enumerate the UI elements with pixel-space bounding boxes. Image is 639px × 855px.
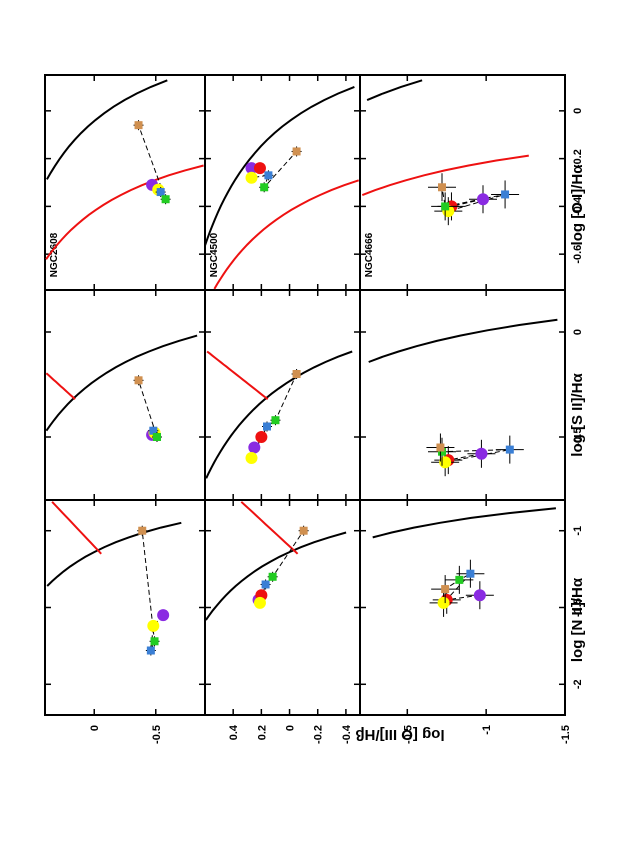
kauffmann-curve — [361, 154, 529, 197]
seyfert-liner-line — [51, 501, 102, 555]
data-point-yellow — [147, 619, 160, 632]
kewley-curve — [204, 85, 355, 246]
panel-frame — [204, 499, 361, 716]
data-point-blue — [501, 190, 510, 199]
data-point-green — [150, 637, 159, 646]
data-point-green — [455, 575, 464, 584]
seyfert-liner-line — [240, 501, 299, 555]
data-point-yellow — [439, 456, 452, 469]
data-point-orange — [134, 376, 143, 385]
y-tick-label: -1.5 — [560, 725, 572, 744]
galaxy-label: NGC4500 — [209, 232, 220, 277]
data-point-blue — [146, 646, 155, 655]
x-tick-label: 0 — [572, 329, 584, 335]
galaxy-label: NGC2608 — [49, 232, 60, 277]
y-tick-label: -0.5 — [402, 725, 414, 744]
data-point-green — [161, 195, 170, 204]
data-point-orange — [292, 147, 301, 156]
x-tick-label: -1 — [572, 526, 584, 536]
kewley-curve — [372, 507, 557, 539]
y-tick-label: -0.2 — [313, 725, 325, 744]
data-point-green — [441, 202, 450, 211]
seyfert-liner-line — [206, 350, 269, 400]
data-point-yellow — [253, 596, 266, 609]
data-point-purple — [157, 609, 170, 622]
data-point-green — [438, 447, 446, 456]
y-tick-label: -0.5 — [151, 725, 163, 744]
track-line — [141, 530, 164, 651]
x-axis-title-oi: log [O I]/Hα — [569, 164, 586, 246]
x-tick-label: -0.4 — [572, 196, 584, 216]
data-point-purple — [477, 193, 489, 206]
data-point-purple — [475, 447, 488, 460]
data-point-yellow — [245, 171, 258, 184]
kewley-curve — [366, 79, 423, 102]
y-tick-label: -1 — [481, 725, 493, 735]
data-point-red — [255, 431, 268, 443]
data-point-yellow — [245, 452, 258, 464]
x-tick-label: -1.5 — [572, 598, 584, 617]
galaxy-label: NGC4666 — [364, 232, 375, 277]
data-point-blue — [149, 426, 158, 435]
y-tick-label: 0 — [89, 725, 101, 731]
x-axis-title-sii: log [S II]/Hα — [569, 373, 586, 457]
panel-frame — [44, 74, 206, 291]
y-axis-title: log [O III]/Hβ — [355, 726, 444, 743]
y-tick-label: 0 — [285, 725, 297, 731]
x-tick-label: -2 — [572, 679, 584, 689]
data-point-red — [253, 162, 266, 175]
kewley-curve — [46, 79, 168, 180]
seyfert-liner-line — [45, 372, 76, 400]
data-point-purple — [248, 441, 261, 454]
data-point-orange — [134, 121, 143, 130]
data-point-blue — [505, 445, 514, 454]
data-point-orange — [438, 183, 446, 192]
data-point-green — [268, 572, 277, 581]
data-point-orange — [292, 370, 301, 378]
x-tick-label: 0 — [572, 108, 584, 114]
data-point-green — [271, 416, 280, 425]
data-point-green — [153, 433, 161, 441]
data-point-blue — [264, 171, 273, 180]
kewley-curve — [205, 531, 347, 621]
kewley-curve — [205, 350, 353, 479]
data-point-purple — [245, 162, 258, 175]
data-point-orange — [299, 526, 308, 535]
panel-frame — [359, 74, 566, 291]
x-tick-label: -0.2 — [572, 149, 584, 168]
x-tick-label: -0.5 — [572, 428, 584, 447]
kewley-curve — [45, 334, 198, 432]
panel-frame — [204, 289, 361, 501]
y-tick-label: 0.2 — [256, 725, 268, 740]
y-tick-label: -0.4 — [341, 724, 353, 744]
panel-frame — [44, 499, 206, 716]
data-point-blue — [263, 422, 271, 431]
data-point-orange — [138, 526, 147, 535]
data-point-blue — [466, 569, 475, 578]
kauffmann-curve — [45, 164, 204, 260]
y-tick-label: 0.4 — [228, 724, 240, 740]
panel-grid: NGC2608 NGC4500 NGC4666 0 -0.5 0.4 0.2 0 -0.2 -0.… — [44, 74, 584, 744]
data-point-blue — [156, 188, 165, 197]
data-point-orange — [436, 443, 445, 452]
x-tick-label: -0.6 — [572, 245, 584, 264]
data-point-orange — [441, 585, 450, 594]
data-point-blue — [261, 580, 270, 589]
x-axis-title-nii: log [N II]/Hα — [569, 577, 586, 662]
data-point-green — [260, 183, 269, 192]
panel-frame — [204, 74, 361, 291]
kewley-curve — [368, 318, 558, 363]
kauffmann-curve — [213, 179, 360, 290]
kewley-curve — [46, 521, 182, 587]
data-point-purple — [473, 589, 486, 602]
track-line — [250, 151, 297, 188]
data-point-yellow — [437, 596, 450, 609]
panel-frame — [359, 289, 566, 501]
